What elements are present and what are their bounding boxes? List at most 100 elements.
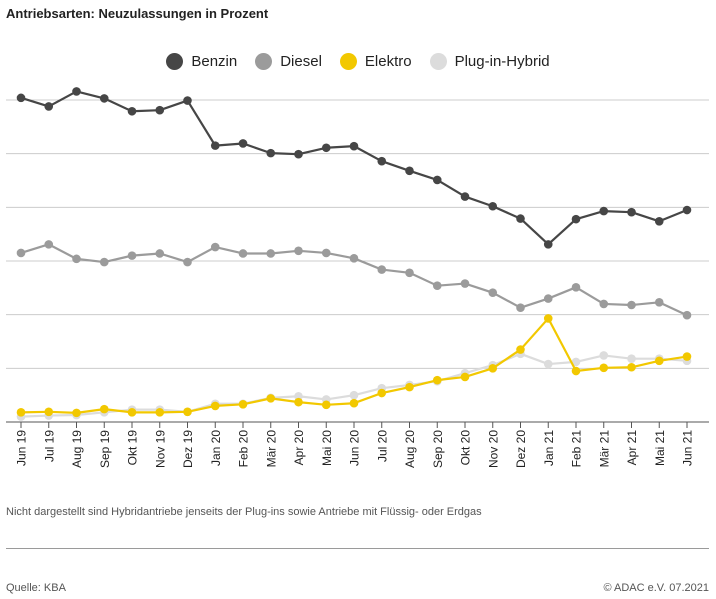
data-point-benzin <box>405 166 414 176</box>
data-point-plug-in-hybrid <box>349 390 359 400</box>
x-tick-label: Jan 21 <box>542 430 556 466</box>
x-tick-label: Sep 20 <box>431 430 445 468</box>
data-point-elektro <box>516 345 525 354</box>
data-point-diesel <box>155 249 165 258</box>
data-point-diesel <box>210 242 220 252</box>
source-label: Quelle: KBA <box>6 582 66 594</box>
data-point-plug-in-hybrid <box>543 359 553 369</box>
data-point-diesel <box>266 249 276 258</box>
legend-marker-elektro <box>339 53 357 70</box>
data-point-benzin <box>543 240 553 249</box>
data-point-plug-in-hybrid <box>599 351 609 360</box>
data-point-benzin <box>654 216 664 226</box>
x-tick-label: Nov 19 <box>153 430 167 468</box>
x-tick-label: Jun 21 <box>681 430 695 466</box>
data-point-diesel <box>488 288 498 297</box>
x-tick-label: Mai 20 <box>320 430 334 466</box>
x-tick-label: Mai 21 <box>653 430 667 466</box>
footer-divider <box>6 548 709 549</box>
data-point-benzin <box>627 207 636 217</box>
legend-label-elektro: Elektro <box>364 53 412 70</box>
copyright-label: © ADAC e.V. 07.2021 <box>603 582 709 594</box>
data-point-benzin <box>44 102 54 111</box>
data-point-elektro <box>627 362 636 372</box>
data-point-benzin <box>72 87 81 96</box>
x-tick-label: Dez 20 <box>514 430 528 468</box>
data-point-diesel <box>654 298 664 307</box>
legend-item-benzin: Benzin <box>166 53 237 70</box>
data-point-elektro <box>155 408 165 417</box>
legend-item-diesel: Diesel <box>255 53 322 70</box>
x-tick-label: Nov 20 <box>486 430 500 468</box>
data-point-elektro <box>99 404 109 414</box>
x-tick-label: Feb 20 <box>237 430 251 468</box>
data-point-elektro <box>238 399 248 409</box>
data-point-diesel <box>682 310 692 320</box>
x-tick-label: Jan 20 <box>209 430 223 466</box>
data-point-elektro <box>377 388 387 398</box>
data-point-benzin <box>460 192 470 201</box>
x-tick-label: Aug 19 <box>70 430 84 468</box>
data-point-diesel <box>294 246 303 256</box>
data-point-plug-in-hybrid <box>571 357 581 367</box>
data-point-elektro <box>127 408 137 417</box>
x-tick-label: Aug 20 <box>403 430 417 468</box>
data-point-diesel <box>627 300 636 310</box>
data-point-diesel <box>238 249 248 258</box>
data-point-elektro <box>183 407 192 417</box>
legend-item-plug-in-hybrid: Plug-in-Hybrid <box>429 53 550 70</box>
data-point-benzin <box>183 96 192 105</box>
data-point-benzin <box>516 214 525 223</box>
data-point-benzin <box>349 141 359 151</box>
data-point-diesel <box>516 303 525 312</box>
x-tick-label: Apr 20 <box>292 430 306 466</box>
data-point-elektro <box>349 398 359 408</box>
x-tick-label: Sep 19 <box>98 430 112 468</box>
data-point-elektro <box>654 356 664 366</box>
data-point-benzin <box>294 149 303 159</box>
data-point-diesel <box>321 248 331 258</box>
data-point-diesel <box>543 294 553 303</box>
x-tick-label: Jul 20 <box>375 430 389 462</box>
data-point-benzin <box>99 94 109 103</box>
data-point-elektro <box>432 375 442 385</box>
data-point-benzin <box>238 139 248 148</box>
data-point-diesel <box>571 282 581 292</box>
data-point-benzin <box>266 148 276 158</box>
data-point-elektro <box>488 364 498 373</box>
data-point-benzin <box>432 175 442 185</box>
data-point-elektro <box>571 366 581 376</box>
x-tick-label: Dez 19 <box>181 430 195 468</box>
legend-label-benzin: Benzin <box>191 53 238 70</box>
data-point-elektro <box>460 372 470 382</box>
data-point-diesel <box>432 281 442 290</box>
data-point-benzin <box>321 143 331 153</box>
data-point-diesel <box>405 268 414 278</box>
data-point-elektro <box>44 407 54 417</box>
x-tick-label: Okt 20 <box>459 430 473 466</box>
data-point-elektro <box>210 401 220 411</box>
data-point-benzin <box>488 201 498 211</box>
data-point-elektro <box>405 382 414 392</box>
data-point-diesel <box>349 254 359 263</box>
x-tick-label: Jun 19 <box>15 430 29 466</box>
data-point-benzin <box>571 214 581 224</box>
legend-label-diesel: Diesel <box>280 53 322 70</box>
data-point-elektro <box>72 408 81 418</box>
data-point-diesel <box>16 248 26 258</box>
data-point-benzin <box>155 105 165 115</box>
legend-marker-plug-in-hybrid <box>429 53 447 70</box>
data-point-benzin <box>377 156 387 166</box>
data-point-elektro <box>294 397 303 407</box>
data-point-benzin <box>16 93 26 103</box>
data-point-diesel <box>72 254 81 264</box>
x-tick-label: Apr 21 <box>625 430 639 466</box>
data-point-diesel <box>99 257 109 267</box>
data-point-plug-in-hybrid <box>627 354 636 363</box>
x-tick-label: Feb 21 <box>570 430 584 468</box>
data-point-diesel <box>127 251 137 260</box>
legend-label-plug-in-hybrid: Plug-in-Hybrid <box>454 53 550 70</box>
x-tick-label: Jul 19 <box>42 430 56 462</box>
data-point-benzin <box>599 206 609 216</box>
legend-marker-benzin <box>166 53 184 70</box>
